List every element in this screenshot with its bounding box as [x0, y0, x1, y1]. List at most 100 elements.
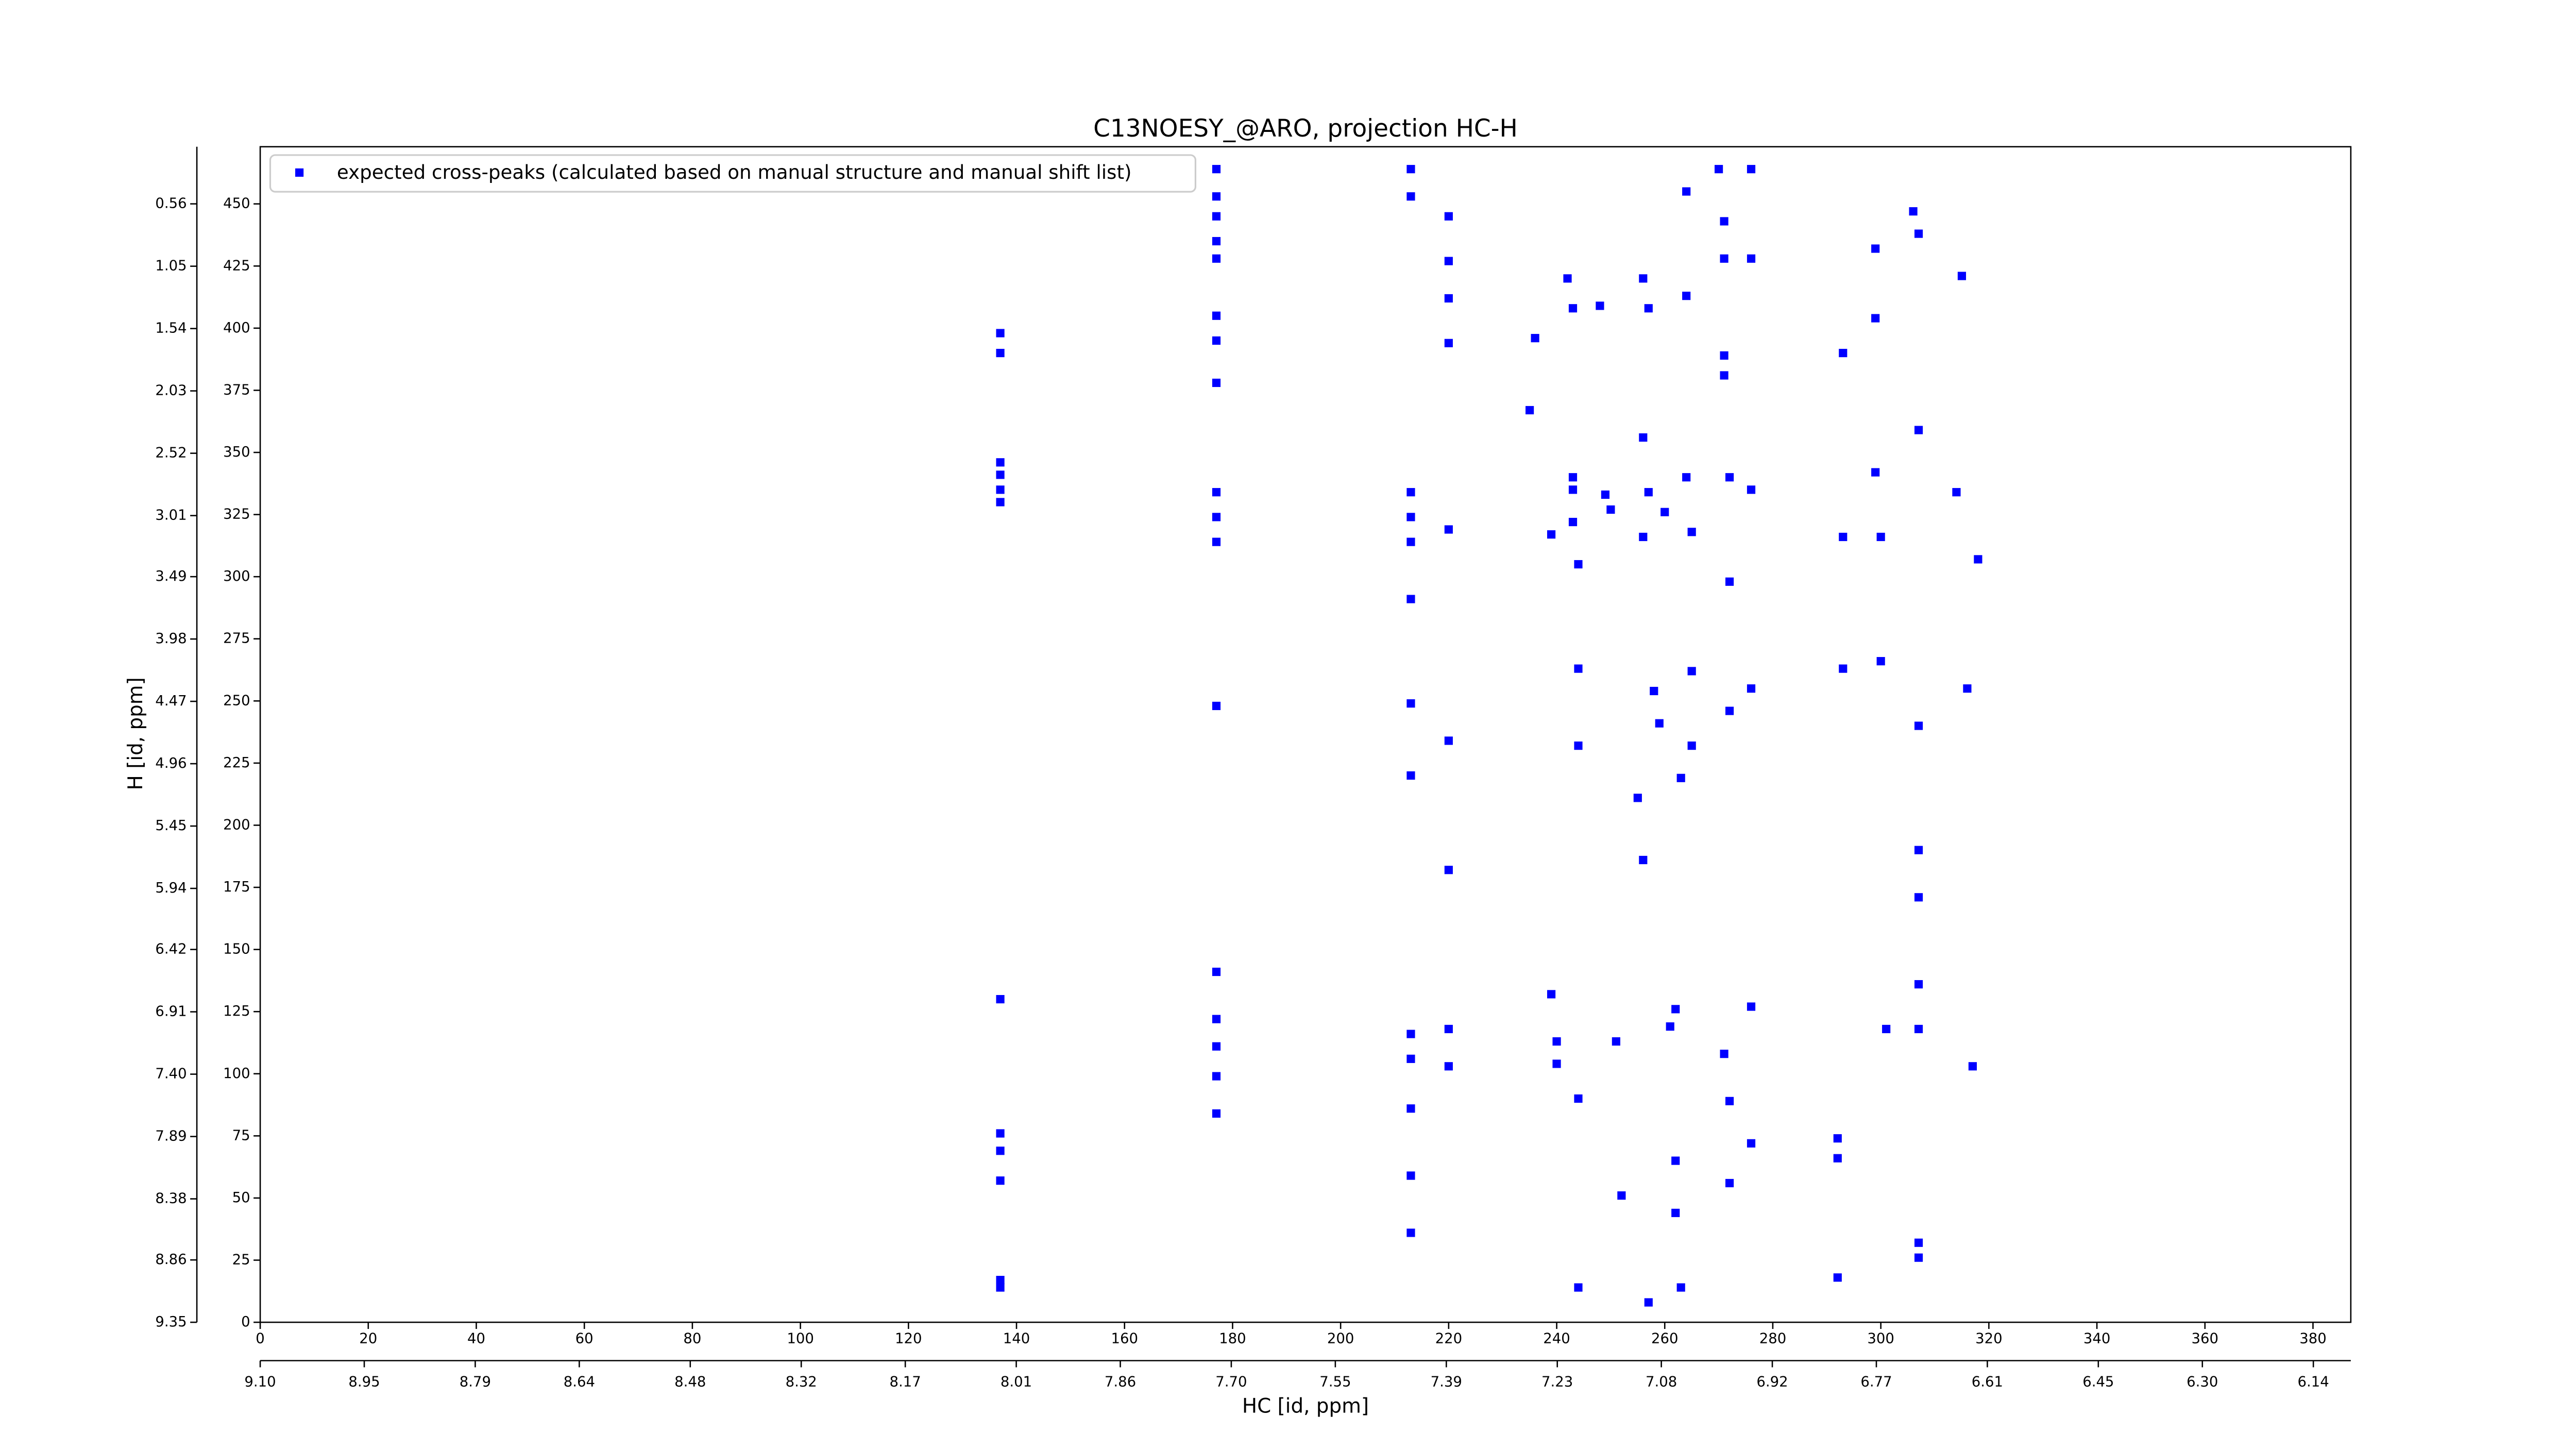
cross-peak: [996, 1147, 1005, 1155]
cross-peak: [1444, 294, 1453, 303]
cross-peak: [1212, 1015, 1221, 1023]
cross-peak: [1660, 508, 1669, 516]
cross-peak: [1747, 165, 1756, 174]
cross-peak: [1406, 192, 1415, 201]
y-tick-label: 425: [223, 257, 250, 274]
x2-tick-label: 6.45: [2082, 1374, 2114, 1390]
cross-peak: [1212, 488, 1221, 497]
cross-peak: [1687, 742, 1696, 750]
cross-peak: [1612, 1037, 1620, 1046]
x2-tick-label: 7.70: [1215, 1374, 1247, 1390]
y2-tick-label: 0.56: [155, 195, 187, 212]
cross-peak: [1839, 664, 1848, 673]
x2-tick-label: 7.39: [1431, 1374, 1462, 1390]
cross-peak: [1687, 667, 1696, 676]
cross-peak: [1574, 664, 1583, 673]
cross-peak: [1639, 532, 1648, 542]
cross-peak: [1833, 1134, 1842, 1143]
cross-peak: [1212, 513, 1221, 521]
x2-tick-label: 9.10: [244, 1374, 276, 1390]
cross-peak: [1444, 1024, 1453, 1034]
y2-tick-label: 3.01: [155, 507, 187, 524]
cross-peak: [996, 1283, 1005, 1292]
cross-peak: [1644, 304, 1653, 313]
y2-tick-label: 5.94: [155, 880, 187, 896]
x2-tick-label: 6.14: [2298, 1374, 2329, 1390]
cross-peak: [1914, 1024, 1923, 1034]
y2-tick-label: 8.86: [155, 1251, 187, 1268]
y2-tick-label: 3.98: [155, 630, 187, 647]
cross-peak: [1839, 348, 1848, 358]
cross-peak: [996, 348, 1005, 358]
y2-tick-label: 4.96: [155, 755, 187, 771]
cross-peak: [1552, 1037, 1561, 1046]
cross-peak: [1212, 378, 1221, 387]
cross-peak: [996, 458, 1005, 467]
x2-tick-label: 7.86: [1105, 1374, 1136, 1390]
y-tick-label: 0: [241, 1313, 250, 1330]
cross-peak: [1406, 513, 1415, 521]
cross-peak: [1212, 1072, 1221, 1081]
cross-peak: [1406, 699, 1415, 708]
x2-tick-label: 8.79: [460, 1374, 491, 1390]
cross-peak: [1676, 1283, 1685, 1292]
x-tick-label: 260: [1651, 1330, 1679, 1346]
cross-peak: [1212, 1042, 1221, 1051]
cross-peak: [1876, 657, 1885, 666]
cross-peak: [1957, 272, 1967, 280]
cross-peak: [1666, 1022, 1674, 1031]
cross-peak: [1914, 980, 1923, 989]
y2-tick-label: 7.89: [155, 1128, 187, 1144]
cross-peak: [996, 329, 1005, 338]
cross-peak: [1725, 473, 1734, 482]
cross-peak: [1871, 244, 1880, 253]
y-tick-label: 450: [223, 195, 250, 212]
y2-tick-label: 7.40: [155, 1066, 187, 1082]
cross-peak: [1212, 967, 1221, 976]
cross-peak: [1747, 1139, 1756, 1148]
cross-peak: [1406, 1054, 1415, 1063]
cross-peak: [1406, 1171, 1415, 1180]
cross-peak: [1617, 1191, 1626, 1200]
y2-tick-label: 5.45: [155, 817, 187, 834]
cross-peak: [1633, 794, 1642, 802]
y-tick-label: 400: [223, 319, 250, 336]
cross-peak: [1876, 532, 1885, 542]
cross-peak: [1747, 254, 1756, 263]
cross-peak: [1212, 537, 1221, 546]
cross-peak: [1914, 721, 1923, 730]
cross-peak: [1568, 485, 1578, 494]
cross-peak: [1552, 1059, 1561, 1068]
x2-tick-label: 6.77: [1860, 1374, 1892, 1390]
y2-tick-label: 1.54: [155, 320, 187, 336]
cross-peak: [1526, 406, 1534, 415]
cross-peak: [1212, 254, 1221, 263]
x-tick-label: 60: [575, 1330, 594, 1346]
cross-peak: [1574, 742, 1583, 750]
cross-peak: [1574, 1094, 1583, 1103]
x2-tick-label: 7.23: [1541, 1374, 1573, 1390]
x-tick-label: 40: [467, 1330, 485, 1346]
cross-peak: [1720, 371, 1728, 380]
cross-peak: [1720, 254, 1728, 263]
cross-peak: [1715, 165, 1723, 174]
cross-peak: [1639, 433, 1648, 442]
cross-peak: [996, 485, 1005, 494]
y-tick-label: 175: [223, 879, 250, 895]
cross-peak: [1406, 488, 1415, 497]
y-tick-label: 25: [232, 1251, 250, 1268]
x-tick-label: 360: [2192, 1330, 2219, 1346]
cross-peak: [1747, 485, 1756, 494]
cross-peak: [1644, 488, 1653, 497]
y-tick-label: 350: [223, 444, 250, 460]
cross-peak: [1747, 684, 1756, 693]
cross-peak: [1568, 304, 1578, 313]
cross-peak: [1671, 1208, 1680, 1217]
cross-peak: [1444, 525, 1453, 534]
cross-peak: [1212, 212, 1221, 221]
cross-peak: [1212, 192, 1221, 201]
x2-tick-label: 6.61: [1972, 1374, 2003, 1390]
cross-peak: [1568, 517, 1578, 527]
